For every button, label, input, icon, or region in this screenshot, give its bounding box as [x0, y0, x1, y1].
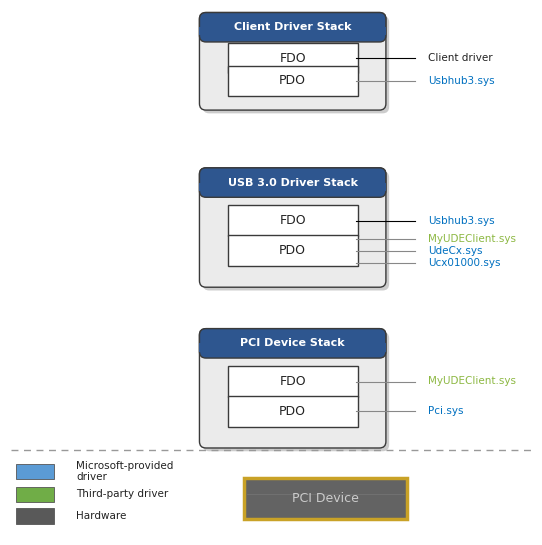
FancyBboxPatch shape: [228, 43, 358, 74]
Bar: [244, 479, 406, 519]
Text: PDO: PDO: [279, 405, 306, 418]
Text: Usbhub3.sys: Usbhub3.sys: [428, 216, 495, 226]
Text: Third-party driver: Third-party driver: [76, 489, 168, 499]
Bar: [16, 464, 54, 479]
FancyBboxPatch shape: [203, 171, 389, 290]
Bar: [199, 343, 386, 352]
FancyBboxPatch shape: [228, 396, 358, 427]
Text: UdeCx.sys: UdeCx.sys: [428, 246, 483, 256]
FancyBboxPatch shape: [203, 16, 389, 113]
Text: MyUDEClient.sys: MyUDEClient.sys: [428, 234, 516, 244]
Text: FDO: FDO: [279, 375, 306, 388]
Text: Pci.sys: Pci.sys: [428, 407, 463, 416]
FancyBboxPatch shape: [228, 366, 358, 397]
Bar: [16, 508, 54, 524]
Text: FDO: FDO: [279, 214, 306, 227]
Bar: [199, 27, 386, 35]
Text: Microsoft-provided
driver: Microsoft-provided driver: [76, 461, 173, 482]
FancyBboxPatch shape: [228, 65, 358, 96]
Text: Client Driver Stack: Client Driver Stack: [234, 22, 351, 32]
Text: PCI Device: PCI Device: [292, 492, 359, 505]
FancyBboxPatch shape: [199, 13, 386, 42]
FancyBboxPatch shape: [199, 13, 386, 110]
FancyBboxPatch shape: [199, 168, 386, 287]
Text: Usbhub3.sys: Usbhub3.sys: [428, 76, 495, 86]
FancyBboxPatch shape: [199, 329, 386, 448]
Text: PCI Device Stack: PCI Device Stack: [240, 338, 345, 348]
Text: PDO: PDO: [279, 244, 306, 257]
Text: FDO: FDO: [279, 52, 306, 65]
Text: MyUDEClient.sys: MyUDEClient.sys: [428, 377, 516, 386]
Text: USB 3.0 Driver Stack: USB 3.0 Driver Stack: [228, 178, 358, 187]
Text: Hardware: Hardware: [76, 511, 126, 521]
Bar: [16, 487, 54, 502]
Text: Client driver: Client driver: [428, 53, 493, 63]
Text: PDO: PDO: [279, 74, 306, 87]
FancyBboxPatch shape: [228, 235, 358, 266]
FancyBboxPatch shape: [203, 332, 389, 451]
FancyBboxPatch shape: [199, 168, 386, 197]
Bar: [199, 183, 386, 191]
FancyBboxPatch shape: [228, 205, 358, 236]
Text: Ucx01000.sys: Ucx01000.sys: [428, 258, 501, 268]
FancyBboxPatch shape: [199, 329, 386, 358]
